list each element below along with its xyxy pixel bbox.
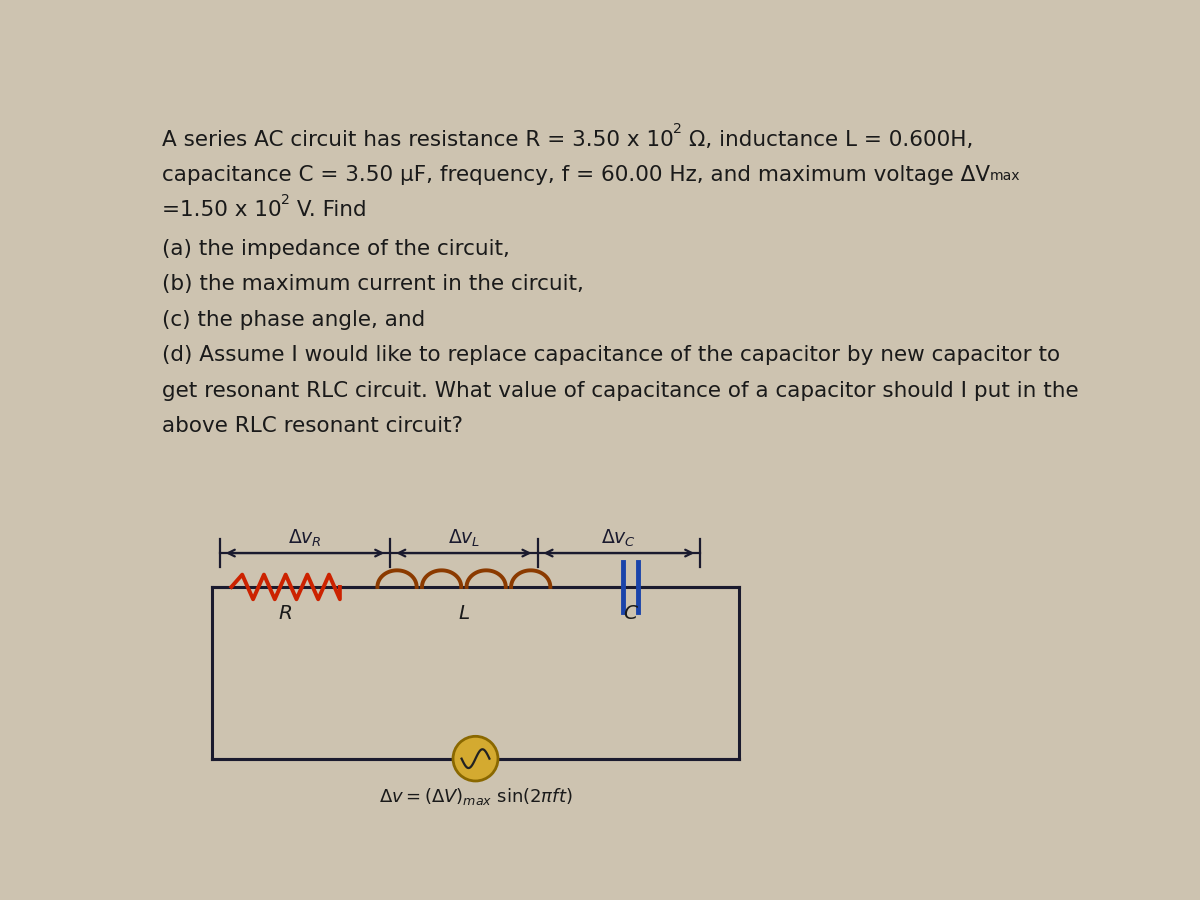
Text: $\Delta v_C$: $\Delta v_C$ [601,528,636,549]
Text: Ω, inductance L = 0.600H,: Ω, inductance L = 0.600H, [683,130,973,149]
Text: (c) the phase angle, and: (c) the phase angle, and [162,310,425,329]
Text: C: C [624,604,637,623]
Text: =1.50 x 10: =1.50 x 10 [162,201,281,220]
Text: $\Delta v_R$: $\Delta v_R$ [288,528,322,549]
Text: (b) the maximum current in the circuit,: (b) the maximum current in the circuit, [162,274,583,294]
Text: A series AC circuit has resistance R = 3.50 x 10: A series AC circuit has resistance R = 3… [162,130,673,149]
Text: 2: 2 [281,193,290,207]
Text: $\Delta v_L$: $\Delta v_L$ [448,528,480,549]
Text: (a) the impedance of the circuit,: (a) the impedance of the circuit, [162,238,510,259]
Text: capacitance C = 3.50 μF, frequency, f = 60.00 Hz, and maximum voltage ΔV: capacitance C = 3.50 μF, frequency, f = … [162,165,990,185]
Text: max: max [990,169,1020,183]
Text: 2: 2 [673,122,683,136]
Text: (d) Assume I would like to replace capacitance of the capacitor by new capacitor: (d) Assume I would like to replace capac… [162,346,1060,365]
Text: above RLC resonant circuit?: above RLC resonant circuit? [162,416,463,436]
Text: L: L [458,604,469,623]
Text: R: R [278,604,293,623]
Circle shape [454,736,498,781]
Text: V. Find: V. Find [290,201,367,220]
Text: get resonant RLC circuit. What value of capacitance of a capacitor should I put : get resonant RLC circuit. What value of … [162,381,1079,400]
Text: $\Delta v = (\Delta V)_{max}\ \sin(2\pi ft)$: $\Delta v = (\Delta V)_{max}\ \sin(2\pi … [379,786,572,806]
